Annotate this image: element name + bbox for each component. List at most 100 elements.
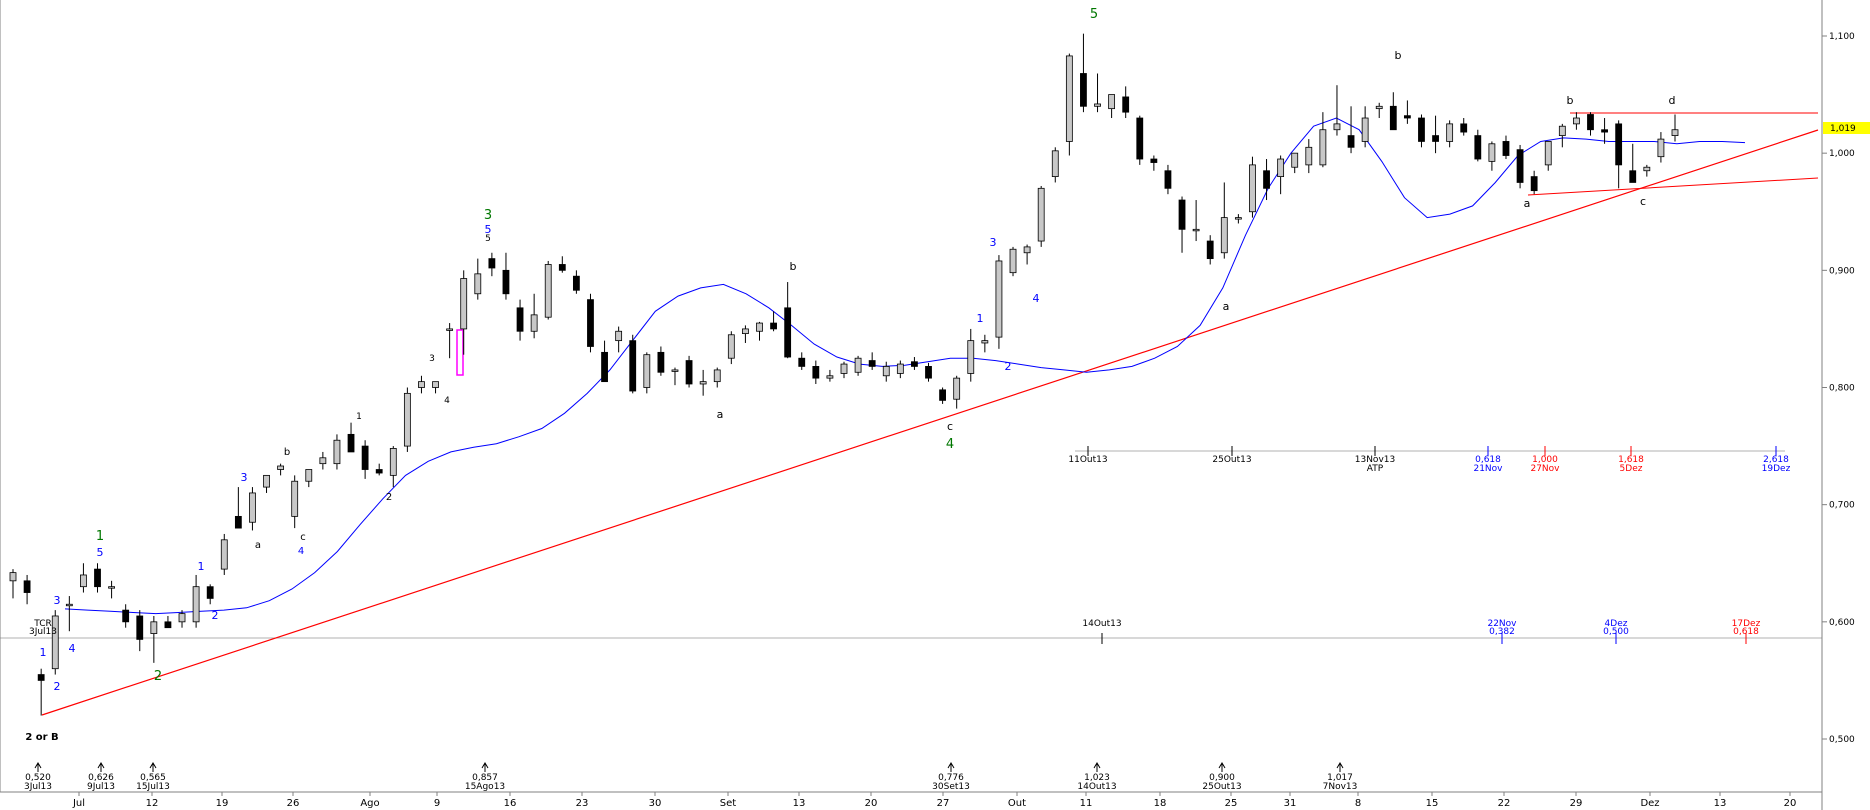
candle-body (9, 572, 17, 582)
candles (9, 33, 1679, 716)
price-marker-date: 30Set13 (932, 782, 970, 792)
candle-body (911, 361, 918, 367)
candle-body (1094, 103, 1101, 107)
price-marker-date: 25Out13 (1202, 782, 1241, 792)
trendlines (41, 112, 1819, 716)
candle-body (713, 369, 721, 383)
trendline-main (41, 129, 1819, 716)
time-cycle-label: 1,000 (1532, 455, 1558, 465)
x-tick-label: 18 (1154, 798, 1167, 809)
price-marker-value: 0,857 (472, 773, 498, 783)
candle-body (1263, 170, 1270, 189)
price-marker-arrowhead (34, 762, 42, 769)
candle-body (840, 363, 848, 374)
x-tick-label: 13 (793, 798, 806, 809)
y-tick-label: 0,700 (1829, 501, 1855, 511)
time-cycle-label: 0,382 (1489, 627, 1515, 637)
candle-body (1277, 158, 1285, 177)
wave-label: d (1669, 94, 1676, 107)
candle-body (643, 354, 651, 388)
x-tick-label: 11 (1080, 798, 1093, 809)
candle-body (1108, 94, 1116, 110)
wave-label: 4 (1033, 292, 1040, 305)
wave-label: b (1567, 94, 1574, 107)
candle-body (727, 334, 735, 359)
price-marker-value: 0,626 (88, 773, 114, 783)
x-tick-label: 22 (1498, 798, 1511, 809)
time-cycle-label: 27Nov (1530, 464, 1560, 474)
candle-body (939, 389, 946, 401)
candle-body (23, 580, 31, 593)
x-tick-label: 12 (146, 798, 159, 809)
price-marker-arrowhead (149, 762, 157, 769)
candle-body (305, 469, 313, 482)
x-tick-label: 20 (1784, 798, 1797, 809)
x-tick-label: 20 (865, 798, 878, 809)
wave-label: 3 (54, 594, 61, 607)
candle-body (1516, 149, 1524, 183)
candle-body (1488, 143, 1496, 162)
candle-body (1192, 228, 1200, 232)
y-tick-label: 0,900 (1829, 266, 1855, 276)
candle-body (51, 615, 59, 670)
candle-body (446, 328, 454, 331)
candle-body (868, 360, 876, 367)
candle-body (925, 366, 932, 379)
x-tick-label: Out (1008, 798, 1026, 809)
candle-body (1333, 123, 1341, 131)
candle-body (812, 366, 820, 379)
candle-body (1474, 135, 1482, 160)
candle-body (347, 433, 355, 453)
candle-body (37, 674, 45, 681)
x-tick-label: 23 (576, 798, 589, 809)
time-cycle-label: 17Dez (1732, 619, 1761, 629)
candle-body (94, 568, 101, 588)
x-tick-label: 8 (1355, 798, 1361, 809)
candle-body (1530, 176, 1538, 192)
wave-label: b (790, 260, 797, 273)
candle-body (1587, 114, 1594, 131)
wave-label: a (717, 408, 724, 421)
x-tick-label: 30 (649, 798, 662, 809)
candle-body (1446, 123, 1454, 142)
time-cycle-label: 1,618 (1618, 455, 1644, 465)
price-marker-value: 1,023 (1084, 773, 1110, 783)
x-tick-label: Dez (1640, 798, 1659, 809)
candle-body (756, 322, 763, 332)
candle-body (502, 269, 510, 295)
candle-body (671, 369, 679, 372)
candle-body (854, 357, 862, 373)
time-cycle-label: ATP (1367, 464, 1384, 474)
candle-body (1615, 123, 1623, 166)
candle-body (178, 613, 186, 623)
wave-label: c (300, 532, 306, 543)
trendline-lower-triangle (1527, 177, 1819, 196)
candle-body (65, 603, 73, 607)
moving-average (64, 117, 1746, 615)
x-tick-label: 16 (504, 798, 517, 809)
time-cycle-label: 22Nov (1487, 619, 1517, 629)
wave-label: 4 (444, 396, 450, 406)
y-tick-label: 0,800 (1829, 384, 1855, 394)
candle-body (192, 586, 200, 623)
candle-body (1122, 96, 1130, 113)
y-tick-label: 0,500 (1829, 735, 1855, 745)
candle-body (1065, 55, 1073, 142)
candle-body (544, 264, 552, 318)
candle-body (220, 539, 228, 570)
price-marker-date: 14Out13 (1077, 782, 1116, 792)
candle-body (488, 258, 496, 269)
candle-body (1643, 166, 1651, 172)
candle-body (1544, 141, 1552, 166)
candle-body (798, 357, 806, 367)
candle-body (361, 445, 369, 470)
candle-body (1178, 199, 1186, 230)
candle-body (629, 340, 637, 392)
wave-label: a (1223, 300, 1230, 313)
time-cycle-label: 21Nov (1473, 464, 1503, 474)
candle-body (291, 480, 299, 517)
wave-label: 1 (356, 412, 362, 422)
time-cycle-label: 5Dez (1620, 464, 1643, 474)
wave-label: 2 (154, 669, 162, 684)
